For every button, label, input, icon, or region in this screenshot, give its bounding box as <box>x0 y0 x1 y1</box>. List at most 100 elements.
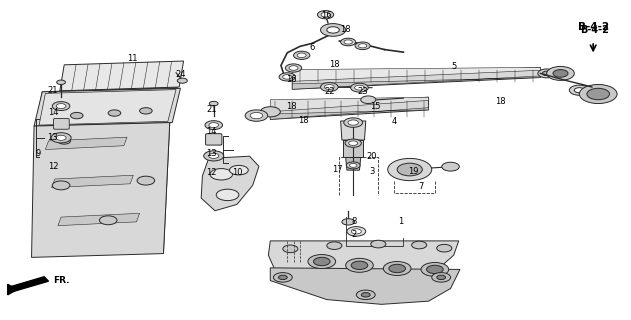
Circle shape <box>355 42 370 50</box>
Circle shape <box>52 102 70 110</box>
Text: 10: 10 <box>232 168 242 177</box>
Circle shape <box>293 51 310 60</box>
Polygon shape <box>58 213 139 226</box>
Circle shape <box>283 75 292 79</box>
Text: 18: 18 <box>495 97 506 106</box>
Polygon shape <box>292 68 540 89</box>
Circle shape <box>553 69 568 77</box>
Circle shape <box>317 11 334 19</box>
Circle shape <box>57 80 66 84</box>
Text: 20: 20 <box>367 152 377 161</box>
Circle shape <box>279 73 295 81</box>
Circle shape <box>58 138 71 144</box>
Text: 12: 12 <box>48 162 58 171</box>
Circle shape <box>100 216 117 225</box>
Circle shape <box>216 189 239 201</box>
Text: B-4-2: B-4-2 <box>577 22 609 32</box>
Polygon shape <box>270 268 460 304</box>
Polygon shape <box>60 61 184 91</box>
Circle shape <box>209 153 219 158</box>
Text: 22: 22 <box>324 87 334 96</box>
Circle shape <box>324 84 334 90</box>
Circle shape <box>437 275 445 280</box>
Polygon shape <box>39 90 176 125</box>
Polygon shape <box>292 76 540 89</box>
Circle shape <box>574 88 584 93</box>
Text: 1: 1 <box>398 217 403 226</box>
Circle shape <box>427 265 443 274</box>
Polygon shape <box>8 277 49 292</box>
Polygon shape <box>32 123 170 257</box>
Text: 19: 19 <box>408 167 418 176</box>
Circle shape <box>384 261 411 276</box>
Circle shape <box>349 141 358 146</box>
Polygon shape <box>268 241 459 288</box>
Polygon shape <box>341 121 366 140</box>
Circle shape <box>432 273 451 282</box>
Circle shape <box>538 69 555 78</box>
Text: 14: 14 <box>206 127 217 136</box>
Circle shape <box>308 254 336 268</box>
Circle shape <box>345 139 362 147</box>
Circle shape <box>321 24 346 36</box>
Text: 14: 14 <box>48 108 58 117</box>
Circle shape <box>251 112 262 119</box>
Circle shape <box>289 66 298 70</box>
Circle shape <box>351 261 368 269</box>
Circle shape <box>139 108 152 114</box>
Polygon shape <box>270 108 428 119</box>
Circle shape <box>209 123 218 128</box>
Circle shape <box>357 290 375 300</box>
Circle shape <box>569 85 589 95</box>
Circle shape <box>71 112 83 119</box>
Circle shape <box>350 164 357 167</box>
Circle shape <box>421 262 449 276</box>
Text: 16: 16 <box>286 75 297 84</box>
Polygon shape <box>270 97 428 112</box>
Circle shape <box>210 169 233 180</box>
Polygon shape <box>292 68 540 81</box>
Circle shape <box>361 96 376 104</box>
Circle shape <box>209 101 218 106</box>
Text: 13: 13 <box>47 133 58 142</box>
Text: 18: 18 <box>286 101 297 111</box>
Text: 16: 16 <box>322 11 332 20</box>
Polygon shape <box>45 137 127 149</box>
Text: 3: 3 <box>369 167 375 176</box>
Text: 11: 11 <box>127 54 138 63</box>
FancyBboxPatch shape <box>206 134 222 145</box>
Circle shape <box>579 84 617 104</box>
Circle shape <box>177 78 187 83</box>
Circle shape <box>52 181 70 190</box>
Text: 9: 9 <box>35 149 40 158</box>
Polygon shape <box>201 156 259 211</box>
Circle shape <box>205 121 223 130</box>
Circle shape <box>587 88 610 100</box>
Circle shape <box>285 64 302 72</box>
Text: 12: 12 <box>206 168 217 177</box>
Text: 15: 15 <box>370 101 380 111</box>
Circle shape <box>358 44 367 48</box>
Circle shape <box>56 104 66 108</box>
Circle shape <box>437 244 452 252</box>
Circle shape <box>542 71 551 76</box>
Circle shape <box>56 135 66 140</box>
Circle shape <box>283 245 298 252</box>
Circle shape <box>355 85 364 90</box>
Circle shape <box>411 241 427 249</box>
Circle shape <box>387 158 432 180</box>
Text: 13: 13 <box>206 149 217 158</box>
Polygon shape <box>36 88 177 126</box>
Text: 21: 21 <box>48 86 58 95</box>
Polygon shape <box>52 175 133 188</box>
Text: 4: 4 <box>391 117 397 126</box>
FancyBboxPatch shape <box>54 118 69 129</box>
Circle shape <box>351 229 362 234</box>
Circle shape <box>346 258 374 272</box>
Text: FR.: FR. <box>53 276 69 285</box>
Circle shape <box>297 53 306 58</box>
Circle shape <box>230 165 248 175</box>
Text: 5: 5 <box>451 62 456 71</box>
Text: 8: 8 <box>351 217 357 226</box>
Circle shape <box>321 12 330 17</box>
